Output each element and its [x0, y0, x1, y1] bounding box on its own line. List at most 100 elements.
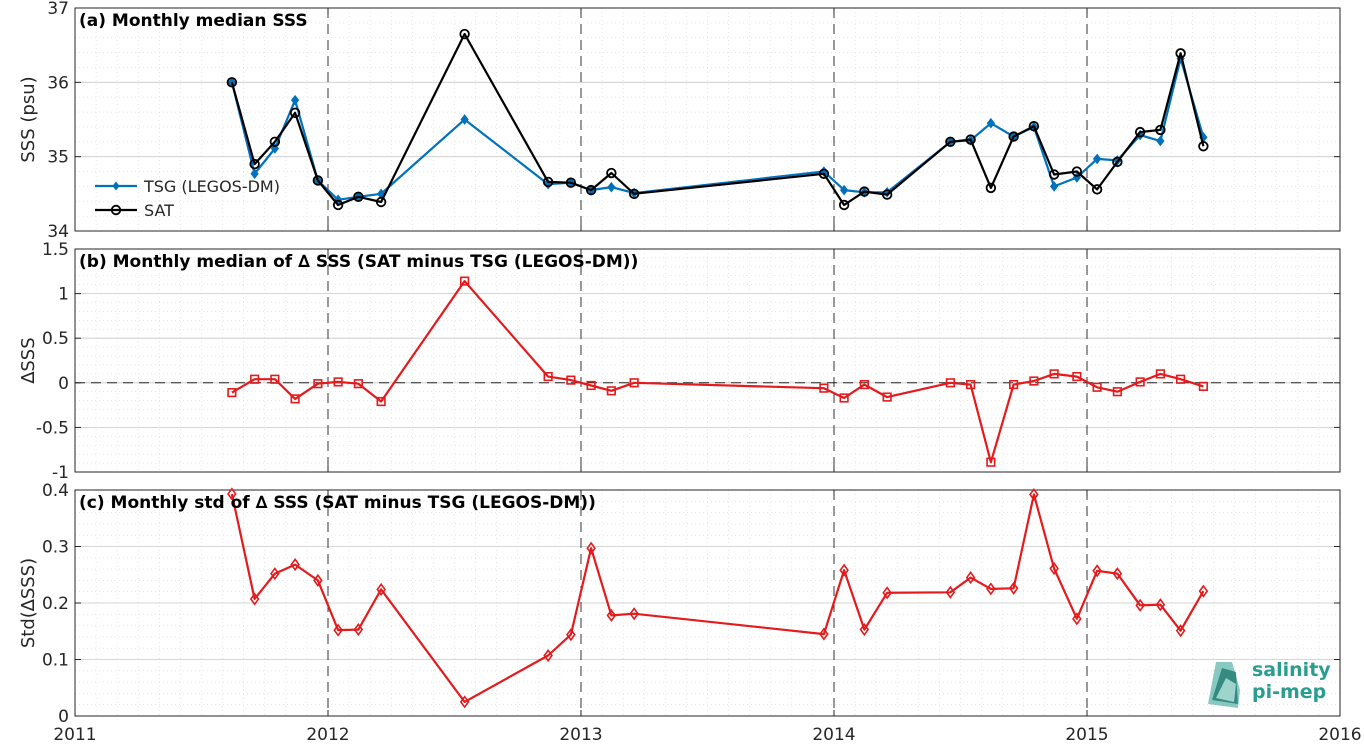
data-point [353, 622, 364, 637]
y-tick-label: 0.4 [42, 481, 69, 501]
data-point [965, 571, 976, 585]
panel-title: (b) Monthly median of ∆ SSS (SAT minus T… [79, 252, 638, 272]
data-point [1049, 181, 1059, 192]
data-point [1155, 369, 1165, 379]
data-point [1071, 166, 1083, 177]
y-tick-label: -1 [52, 463, 69, 483]
data-point [585, 184, 597, 196]
data-point [375, 196, 387, 208]
y-tick-label: 1.5 [42, 240, 69, 260]
data-point [839, 563, 849, 577]
data-point [1092, 153, 1102, 165]
logo-text-salinity: salinity [1252, 659, 1331, 681]
data-point [945, 585, 956, 599]
y-tick-label: 36 [47, 73, 69, 93]
data-point [818, 168, 830, 179]
y-tick-label: 0.5 [42, 329, 69, 349]
data-point [1049, 369, 1059, 379]
data-point [1091, 184, 1103, 195]
data-point [313, 379, 323, 389]
data-point [1072, 612, 1082, 626]
data-point [566, 375, 576, 385]
y-tick-label: -0.5 [36, 418, 69, 438]
data-point [460, 276, 470, 286]
data-point [1112, 387, 1122, 397]
y-tick-label: 0.3 [42, 538, 69, 558]
series-line [230, 493, 1205, 704]
data-point [460, 114, 469, 125]
data-point [1155, 598, 1166, 612]
y-axis-label: SSS (psu) [18, 76, 39, 162]
data-point [1029, 376, 1039, 386]
data-point [227, 487, 237, 501]
y-tick-label: 0.2 [42, 594, 69, 614]
panel-c: 0 0.1 0.2 0.3 0.4 2011 2012 2013 2014 2015 2016 Std… [18, 481, 1362, 745]
data-point [629, 378, 639, 388]
data-point [859, 622, 870, 637]
data-point [882, 392, 892, 402]
data-point [1135, 598, 1145, 612]
data-point [1175, 48, 1186, 59]
data-point [966, 379, 976, 390]
logo-shape [1216, 678, 1236, 702]
data-point [1176, 374, 1186, 384]
data-point [1198, 381, 1208, 391]
data-point [376, 396, 386, 407]
legend-entry: TSG (LEGOS-DM) [143, 177, 280, 196]
data-point [1155, 124, 1166, 136]
data-point [543, 371, 553, 382]
data-point [269, 136, 281, 148]
y-tick-label: 0 [58, 374, 69, 394]
legend-entry: SAT [144, 201, 174, 220]
data-point [270, 567, 280, 581]
data-point [882, 586, 892, 600]
data-point [227, 388, 237, 398]
data-point [819, 383, 829, 393]
data-point [1112, 567, 1123, 581]
y-tick-label: 0.1 [42, 651, 69, 671]
x-tick-label: 2016 [1318, 725, 1361, 745]
data-point [353, 379, 363, 389]
data-point [945, 378, 955, 388]
data-point [332, 199, 344, 211]
data-point [333, 623, 343, 637]
data-point [1198, 584, 1209, 598]
data-point [250, 168, 259, 180]
legend: TSG (LEGOS-DM) SAT [95, 177, 280, 220]
data-point [586, 541, 596, 555]
data-point [1092, 564, 1102, 578]
data-point [838, 199, 850, 211]
grid [75, 249, 1340, 472]
data-point [543, 648, 553, 663]
data-point [565, 177, 577, 188]
data-point [333, 377, 343, 387]
data-point [985, 182, 997, 194]
data-point [250, 374, 260, 384]
data-point [1028, 120, 1040, 132]
data-point [566, 628, 576, 642]
data-point [290, 394, 300, 404]
data-point [1135, 377, 1145, 387]
data-point [586, 380, 596, 391]
data-point [353, 191, 364, 203]
data-point [986, 117, 995, 129]
logo-text-pi-mep: pi-mep [1252, 681, 1326, 703]
series-delta-sss [227, 487, 1209, 709]
data-point [628, 188, 640, 200]
panel-b: -1 -0.5 0 0.5 1 1.5 ∆SSS (b) Monthly median of … [18, 240, 1341, 483]
data-point [859, 379, 869, 390]
data-point [542, 176, 554, 188]
x-tick-label: 2012 [306, 725, 349, 745]
data-point [270, 374, 280, 384]
x-tick-label: 2011 [53, 725, 96, 745]
legend-marker [112, 181, 120, 191]
data-point [1008, 131, 1019, 142]
data-point [1112, 156, 1123, 168]
data-point [290, 94, 300, 106]
data-point [1092, 382, 1102, 392]
data-point [1048, 169, 1060, 180]
y-axis-label: ∆SSS [18, 337, 39, 384]
panel-title: (c) Monthly std of ∆ SSS (SAT minus TSG … [79, 493, 596, 513]
